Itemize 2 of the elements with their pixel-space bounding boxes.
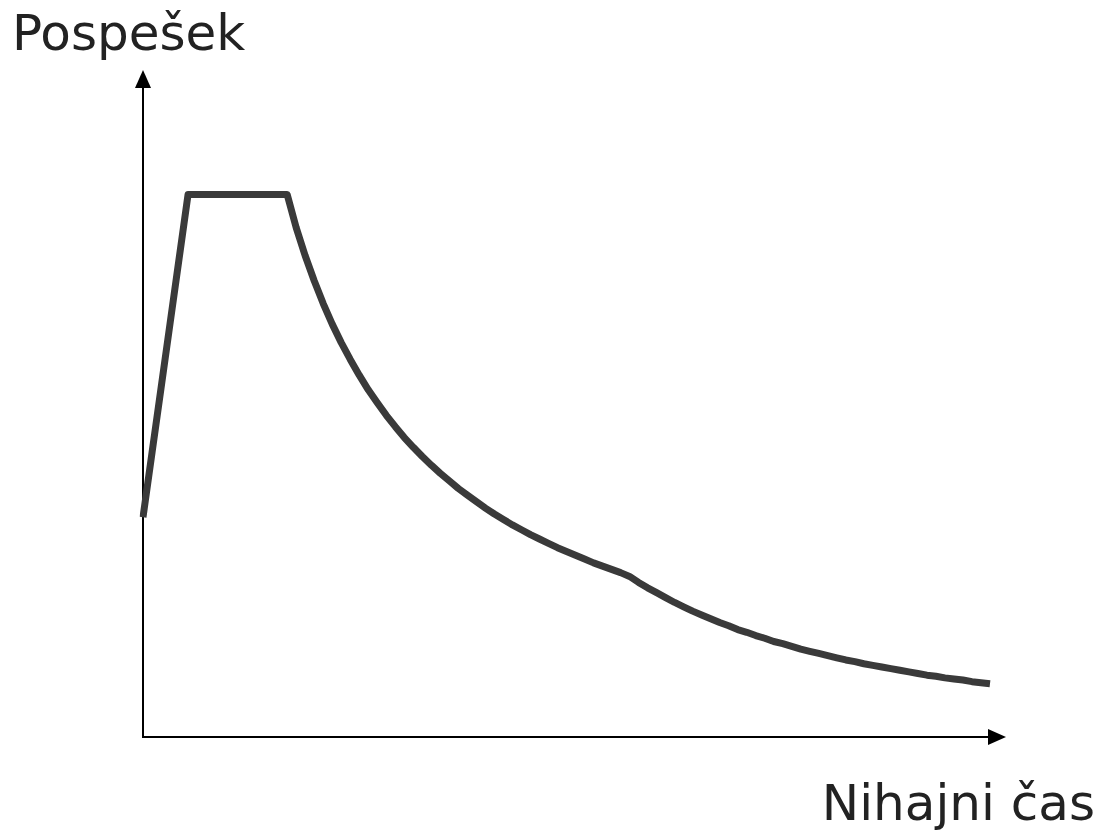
y-axis-title: Pospešek (12, 4, 246, 62)
x-axis-title: Nihajni čas (821, 774, 1095, 832)
